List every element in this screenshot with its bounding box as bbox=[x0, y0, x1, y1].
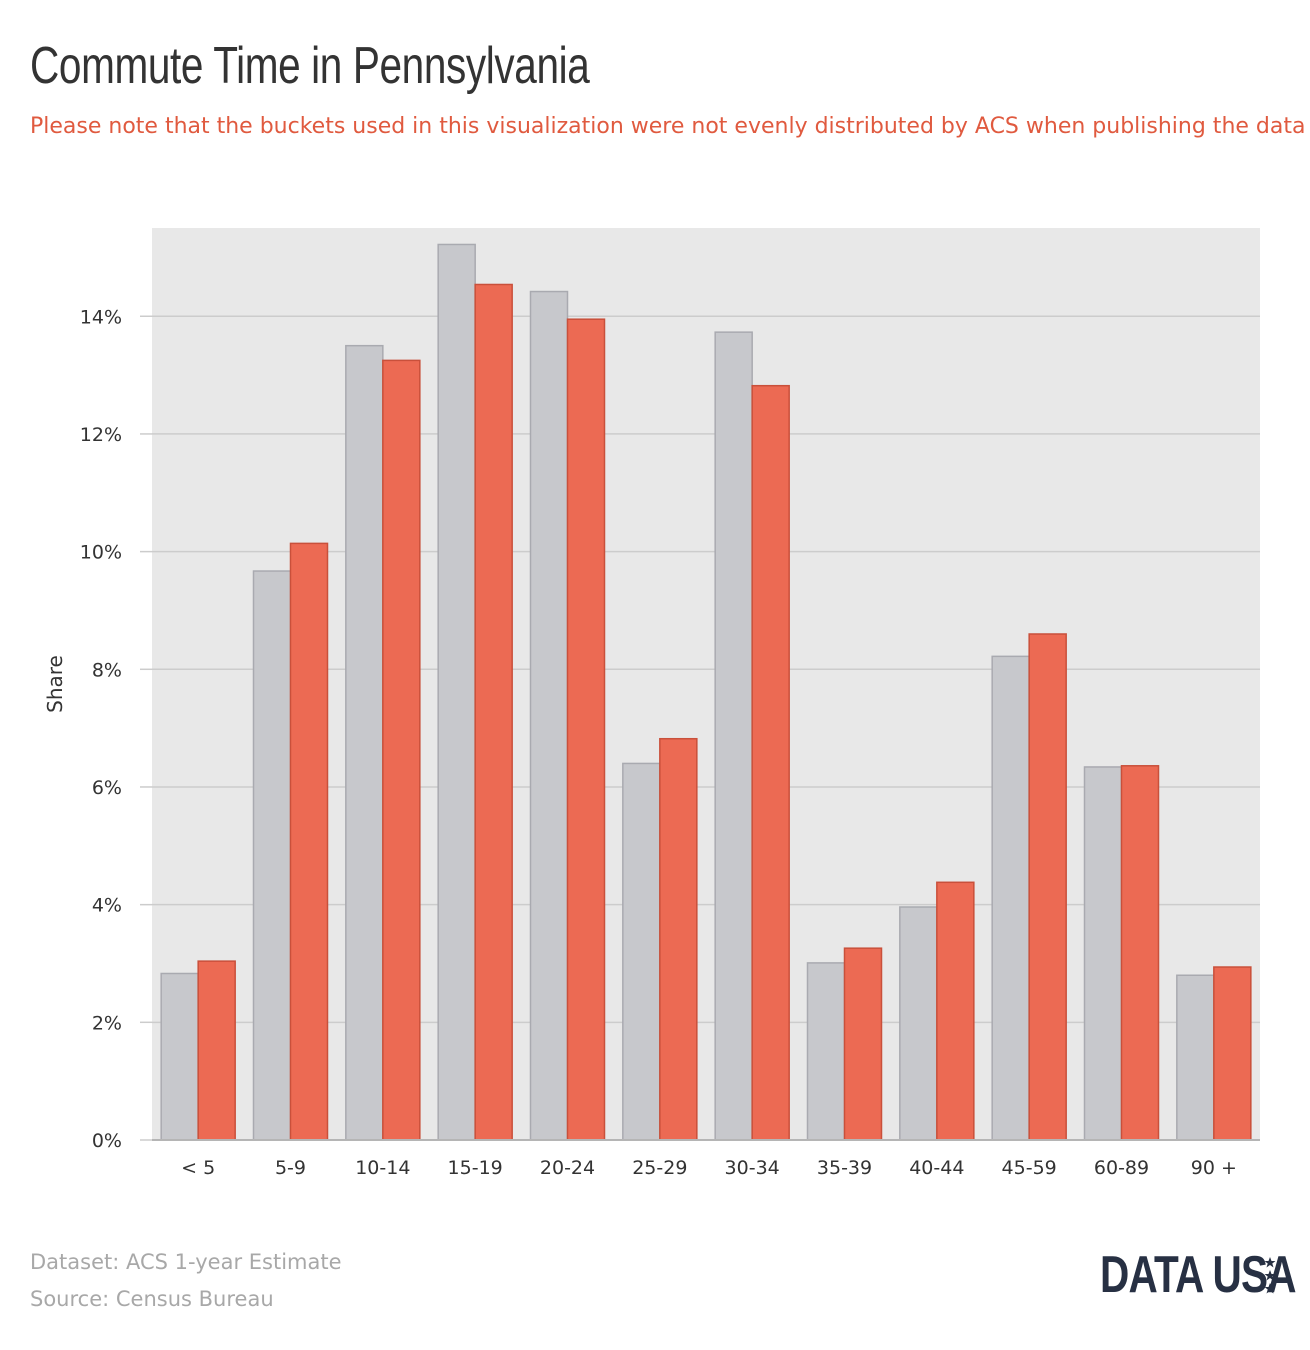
x-tick-label: 40-44 bbox=[909, 1157, 964, 1179]
bar[interactable] bbox=[1083, 766, 1123, 1141]
x-axis-ticks: < 5 5-9 10-14 15-19 20-24 25-29 30-34 35-39 40-4… bbox=[181, 1157, 1237, 1179]
bar[interactable] bbox=[474, 283, 513, 1141]
bar[interactable] bbox=[899, 906, 938, 1141]
chart-title: Commute Time in Pennsylvania bbox=[30, 37, 590, 95]
x-tick-label: 90 + bbox=[1191, 1157, 1237, 1179]
bar[interactable] bbox=[1176, 974, 1215, 1141]
dataset-note: Dataset: ACS 1-year Estimate bbox=[30, 1250, 342, 1274]
bar[interactable] bbox=[382, 359, 421, 1141]
y-tick-label: 14% bbox=[80, 306, 122, 328]
bar[interactable] bbox=[197, 960, 236, 1141]
gridlines bbox=[152, 315, 1260, 1024]
bar[interactable] bbox=[659, 737, 698, 1141]
bar[interactable] bbox=[1120, 765, 1160, 1141]
x-tick-label: 35-39 bbox=[817, 1157, 872, 1179]
logo-stars-icon bbox=[1264, 1257, 1276, 1294]
bar[interactable] bbox=[437, 243, 476, 1141]
y-tick-label: 6% bbox=[92, 777, 122, 799]
y-tick-label: 12% bbox=[80, 424, 122, 446]
x-tick-label: 20-24 bbox=[540, 1157, 595, 1179]
y-tick-label: 4% bbox=[92, 895, 122, 917]
bar[interactable] bbox=[252, 570, 292, 1141]
x-tick-label: 15-19 bbox=[448, 1157, 503, 1179]
bar[interactable] bbox=[529, 290, 569, 1141]
bar[interactable] bbox=[1028, 633, 1067, 1141]
bar[interactable] bbox=[622, 762, 661, 1141]
x-tick-label: < 5 bbox=[181, 1157, 215, 1179]
bar[interactable] bbox=[345, 344, 384, 1141]
data-usa-logo: DATA USA bbox=[1100, 1246, 1297, 1304]
x-tick-label: 25-29 bbox=[632, 1157, 687, 1179]
y-tick-label: 2% bbox=[92, 1012, 122, 1034]
bar[interactable] bbox=[566, 318, 606, 1141]
y-axis-ticks: 0% 2% 4% 6% 8% 10% 12% 14% bbox=[80, 306, 152, 1152]
y-tick-label: 0% bbox=[92, 1130, 122, 1152]
x-tick-label: 45-59 bbox=[1002, 1157, 1057, 1179]
x-tick-label: 10-14 bbox=[355, 1157, 410, 1179]
source-note: Source: Census Bureau bbox=[30, 1287, 274, 1311]
bars bbox=[160, 243, 1252, 1141]
bar[interactable] bbox=[751, 384, 790, 1141]
x-tick-label: 30-34 bbox=[725, 1157, 780, 1179]
chart-subtitle: Please note that the buckets used in thi… bbox=[30, 114, 1306, 139]
y-axis-label: Share bbox=[43, 655, 67, 713]
x-tick-label: 60-89 bbox=[1094, 1157, 1149, 1179]
y-tick-label: 8% bbox=[92, 659, 122, 681]
x-tick-label: 5-9 bbox=[275, 1157, 306, 1179]
bar[interactable] bbox=[936, 881, 975, 1141]
bar[interactable] bbox=[289, 542, 329, 1141]
y-tick-label: 10% bbox=[80, 542, 122, 564]
bar[interactable] bbox=[806, 962, 846, 1141]
bar[interactable] bbox=[714, 331, 753, 1141]
bar[interactable] bbox=[160, 972, 199, 1141]
bar-chart: 0% 2% 4% 6% 8% 10% 12% 14% < 5 5-9 10-14 15-19 20-2… bbox=[43, 228, 1260, 1179]
bar[interactable] bbox=[1213, 966, 1252, 1141]
bar[interactable] bbox=[991, 655, 1030, 1141]
plot-background bbox=[152, 228, 1260, 1140]
bar[interactable] bbox=[843, 947, 883, 1141]
